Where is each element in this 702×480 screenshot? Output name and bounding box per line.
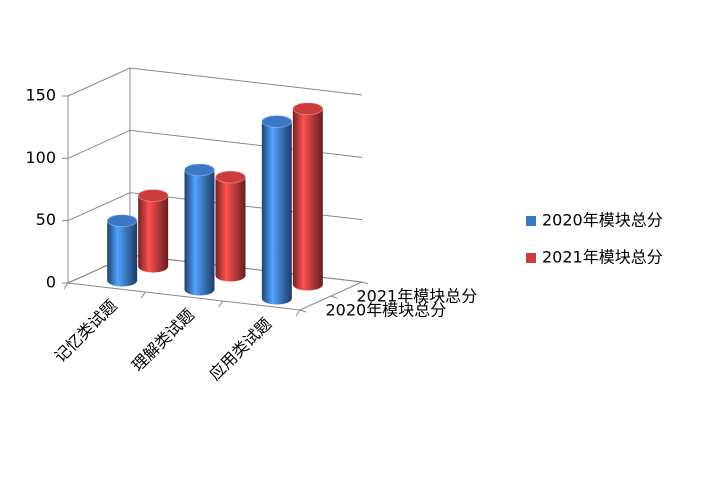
x-tick-label: 记忆类试题 (51, 296, 121, 366)
bar-top (261, 114, 293, 128)
bar-top (137, 188, 169, 202)
x-tick-label: 理解类试题 (128, 305, 198, 375)
x-tick (295, 309, 301, 317)
legend-swatch (526, 253, 536, 263)
bar-top (184, 163, 215, 177)
grid-line (67, 67, 363, 97)
cylinder (137, 188, 169, 273)
bar (107, 220, 138, 287)
legend-label: 2020年模块总分 (542, 211, 663, 230)
z-tick (361, 281, 369, 285)
x-tick (140, 291, 146, 299)
legend-label: 2021年模块总分 (542, 248, 663, 267)
bar-top (215, 170, 246, 184)
bar (138, 195, 169, 273)
cylinder (184, 163, 215, 296)
legend-swatch (526, 216, 536, 226)
z-tick (299, 309, 307, 313)
cylinder (292, 102, 324, 291)
bar (261, 121, 292, 305)
bar-top (292, 102, 324, 116)
y-tick-label: 150 (25, 86, 56, 105)
y-tick-label: 0 (46, 273, 56, 292)
cylinder (106, 214, 138, 287)
cylinder (261, 114, 293, 305)
bar (292, 108, 323, 291)
bar-top (106, 214, 138, 228)
z-tick-label: 2020年模块总分 (326, 301, 447, 320)
y-tick-label: 100 (25, 148, 56, 167)
bar (184, 169, 215, 296)
x-tick (63, 282, 69, 290)
y-tick-label: 50 (36, 210, 56, 229)
x-tick-label: 应用类试题 (205, 314, 275, 384)
z-tick (330, 295, 338, 299)
bar (215, 177, 246, 282)
z-tick-label: 2021年模块总分 (357, 287, 478, 306)
x-tick (218, 300, 224, 308)
cylinder (215, 170, 246, 282)
